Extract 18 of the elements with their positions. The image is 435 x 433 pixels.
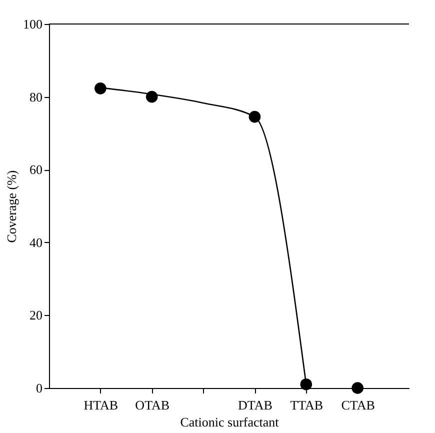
y-tick-label: 40 (30, 234, 42, 250)
y-axis-title: Coverage (%) (4, 170, 19, 243)
y-tick-label: 0 (36, 380, 42, 396)
point (94, 82, 106, 94)
y-tick-label: 20 (30, 308, 42, 323)
x-axis-title: Cationic surfactant (180, 414, 280, 430)
x-tick-label: CTAB (341, 398, 376, 412)
x-tick-label: HTAB (84, 398, 118, 412)
point (146, 90, 158, 103)
point (248, 110, 261, 123)
point (300, 378, 312, 390)
y-tick-label: 100 (23, 16, 42, 32)
y-tick-label: 80 (30, 89, 42, 104)
x-tick-label: DTAB (238, 398, 273, 412)
y-tick-label: 60 (30, 162, 42, 178)
x-tick-label: TTAB (290, 398, 324, 412)
x-tick-label: OTAB (135, 398, 170, 412)
point (352, 382, 364, 394)
